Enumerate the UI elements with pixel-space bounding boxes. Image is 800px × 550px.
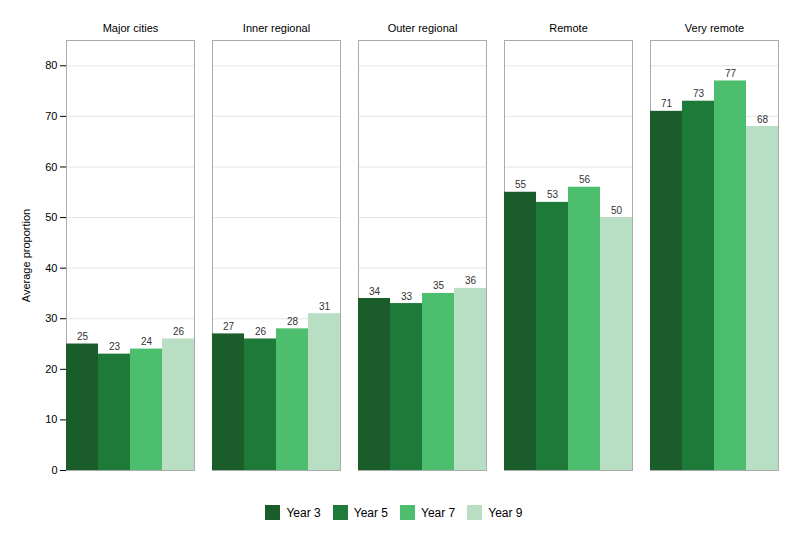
svg-text:0: 0 [51, 464, 57, 476]
html-text:Year 9: Year 9 [488, 505, 523, 520]
svg-text:Inner regional: Inner regional [243, 22, 310, 34]
svg-text:26: 26 [173, 326, 185, 337]
svg-text:Outer regional: Outer regional [388, 22, 458, 34]
svg-text:10: 10 [45, 413, 57, 425]
svg-text:73: 73 [693, 88, 705, 99]
svg-text:30: 30 [45, 312, 57, 324]
svg-text:53: 53 [547, 189, 559, 200]
svg-text:40: 40 [45, 262, 57, 274]
svg-text:60: 60 [45, 160, 57, 172]
svg-text:20: 20 [45, 363, 57, 375]
svg-text:27: 27 [223, 321, 235, 332]
svg-text:77: 77 [725, 68, 737, 79]
svg-text:56: 56 [579, 174, 591, 185]
svg-text:35: 35 [433, 280, 445, 291]
svg-text:55: 55 [515, 179, 527, 190]
html-text:Year 5: Year 5 [353, 505, 388, 520]
svg-text:28: 28 [287, 316, 299, 327]
svg-text:50: 50 [611, 205, 623, 216]
svg-text:31: 31 [319, 301, 331, 312]
svg-text:50: 50 [45, 211, 57, 223]
svg-text:Average proportion: Average proportion [20, 209, 32, 302]
svg-text:33: 33 [401, 291, 413, 302]
svg-text:23: 23 [109, 341, 121, 352]
html-text:Year 3: Year 3 [286, 505, 321, 520]
svg-text:Major cities: Major cities [103, 22, 159, 34]
svg-text:70: 70 [45, 110, 57, 122]
svg-text:34: 34 [369, 286, 381, 297]
svg-text:36: 36 [465, 275, 477, 286]
svg-text:Remote: Remote [549, 22, 588, 34]
svg-text:25: 25 [77, 331, 89, 342]
svg-text:71: 71 [661, 98, 673, 109]
svg-text:68: 68 [757, 114, 769, 125]
html-text:Year 7: Year 7 [421, 505, 456, 520]
svg-text:24: 24 [141, 336, 153, 347]
svg-text:80: 80 [45, 59, 57, 71]
svg-text:26: 26 [255, 326, 267, 337]
svg-text:Very remote: Very remote [685, 22, 744, 34]
